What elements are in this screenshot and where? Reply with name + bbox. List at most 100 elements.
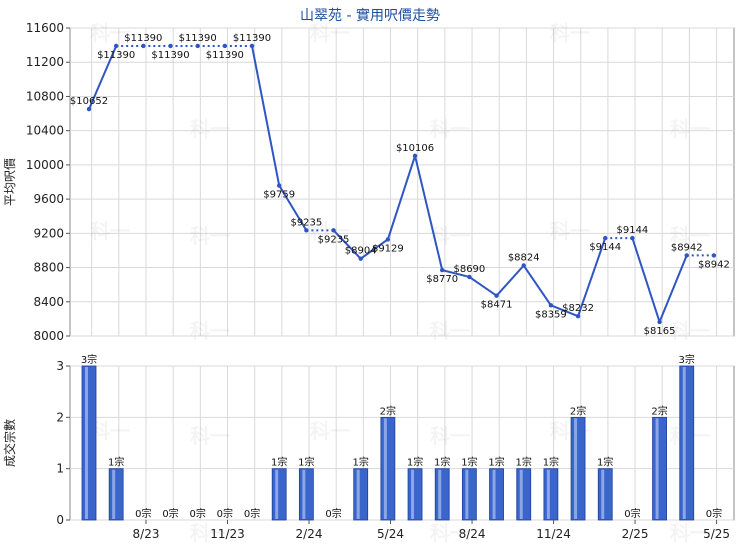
point-value-label: $8770 <box>426 274 458 285</box>
watermark: 科一 <box>190 117 230 141</box>
bottom-y-tick-label: 2 <box>56 410 64 424</box>
line-segment <box>522 264 552 306</box>
x-tick-label: 2/25 <box>622 527 649 541</box>
line-segment <box>251 45 281 186</box>
x-tick-label: 2/24 <box>296 527 323 541</box>
bar-value-label: 1宗 <box>108 456 124 469</box>
line-point <box>684 253 689 258</box>
line-segment <box>414 155 444 271</box>
point-value-label: $8359 <box>535 309 567 320</box>
line-point <box>141 43 146 49</box>
bar-highlight <box>546 469 550 519</box>
bottom-y-tick-label: 3 <box>56 359 64 373</box>
bar-value-label: 0宗 <box>706 507 722 520</box>
watermark: 科一 <box>670 319 710 343</box>
top-y-tick-label: 10400 <box>26 124 64 138</box>
line-point <box>249 43 255 49</box>
line-point <box>657 319 662 325</box>
line-segment <box>360 238 389 260</box>
bottom-y-tick-label: 0 <box>56 513 64 527</box>
bar-highlight <box>275 469 279 519</box>
line-segment <box>658 255 688 323</box>
watermark: 科一 <box>90 419 130 443</box>
bar-value-label: 3宗 <box>81 353 97 366</box>
line-point <box>467 274 472 280</box>
bar-value-label: 0宗 <box>325 507 341 520</box>
chart-title: 山翠苑 - 實用呎價走勢 <box>300 7 440 24</box>
top-y-tick-label: 11200 <box>26 55 64 69</box>
bar <box>597 468 613 521</box>
watermark: 科一 <box>430 319 470 343</box>
point-value-label: $10106 <box>396 143 434 154</box>
point-value-label: $8824 <box>508 253 540 264</box>
bar <box>434 468 450 521</box>
bar <box>353 468 369 521</box>
watermark: 科一 <box>310 419 350 443</box>
bar-highlight <box>655 418 659 519</box>
bar <box>108 468 124 521</box>
bar <box>516 468 532 521</box>
bar-value-label: 2宗 <box>651 404 667 417</box>
line-segment <box>441 269 470 278</box>
line-point <box>630 235 635 241</box>
bar <box>489 468 504 521</box>
top-y-tick-label: 11600 <box>26 21 64 35</box>
line-point <box>222 43 228 49</box>
bar-highlight <box>574 418 578 519</box>
bar-value-label: 2宗 <box>380 404 396 417</box>
line-point <box>548 303 554 308</box>
bar-highlight <box>85 367 88 519</box>
line-segment <box>631 237 661 323</box>
point-value-label: $8165 <box>644 326 676 337</box>
bar-value-label: 0宗 <box>135 507 151 520</box>
bar-value-label: 1宗 <box>271 456 287 469</box>
bar-highlight <box>519 469 523 519</box>
line-segment <box>468 276 498 297</box>
line-point <box>412 153 418 159</box>
bar <box>271 468 287 521</box>
point-value-label: $8904 <box>345 246 377 257</box>
bar <box>407 468 423 521</box>
bar-value-label: 1宗 <box>353 456 369 469</box>
top-y-tick-label: 10800 <box>26 89 64 103</box>
bar-value-label: 1宗 <box>488 456 504 469</box>
watermark: 科一 <box>430 521 470 545</box>
x-tick-label: 11/23 <box>210 527 245 541</box>
line-point <box>440 267 445 273</box>
watermark: 科一 <box>430 117 470 141</box>
bar <box>380 416 396 521</box>
point-value-label: $11390 <box>179 33 217 44</box>
bar <box>461 468 477 521</box>
watermark: 科一 <box>190 521 230 545</box>
bar-value-label: 1宗 <box>516 456 532 469</box>
watermark: 科一 <box>670 224 710 248</box>
bar-highlight <box>682 367 686 519</box>
bar-highlight <box>356 469 360 519</box>
line-segment <box>495 264 525 297</box>
point-value-label: $8942 <box>698 259 730 270</box>
line-point <box>331 228 336 233</box>
x-tick-label: 5/25 <box>703 527 730 541</box>
point-value-label: $8690 <box>453 264 485 275</box>
bar-highlight <box>112 469 116 519</box>
line-point <box>521 263 526 268</box>
bar-value-label: 2宗 <box>570 404 586 417</box>
point-value-label: $11390 <box>233 33 271 44</box>
watermark: 科一 <box>670 521 710 545</box>
bar-value-label: 1宗 <box>298 456 314 469</box>
line-point <box>385 237 391 242</box>
bar-highlight <box>383 418 387 519</box>
line-point <box>276 183 282 188</box>
bar-highlight <box>601 469 605 519</box>
top-y-tick-label: 8000 <box>33 329 64 343</box>
point-value-label: $9235 <box>290 217 322 228</box>
bar-value-label: 0宗 <box>217 507 233 520</box>
point-value-label: $8942 <box>671 242 703 253</box>
bar <box>81 365 97 521</box>
bar <box>543 468 559 521</box>
bar-value-label: 1宗 <box>597 456 613 469</box>
bar-value-label: 1宗 <box>407 456 423 469</box>
bar-value-label: 1宗 <box>461 456 477 469</box>
